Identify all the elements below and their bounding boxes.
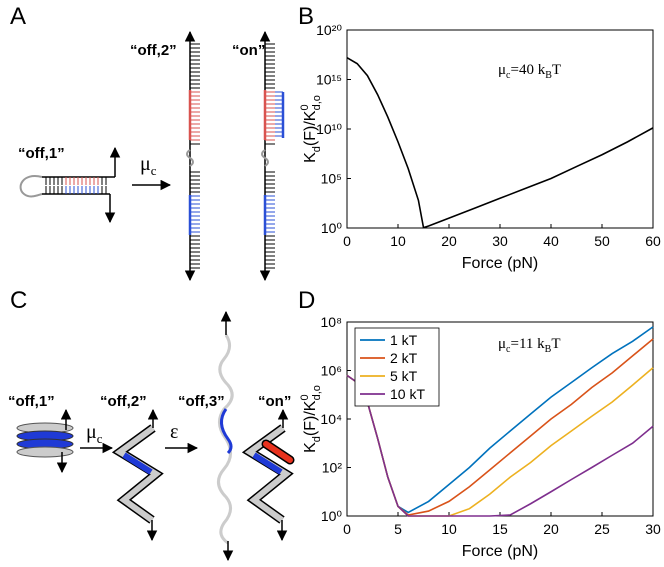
label-part: K xyxy=(302,152,319,163)
state-label: “on” xyxy=(258,393,291,410)
y-tick-label: 10⁵ xyxy=(321,171,342,187)
label-part: d,o xyxy=(311,385,323,400)
annotation-part: μ xyxy=(498,336,506,352)
label-part: d xyxy=(311,146,323,152)
annotation-part: T xyxy=(552,62,561,78)
annotation-part: μ xyxy=(498,62,506,78)
annotation-part: =11 k xyxy=(511,336,546,352)
y-tick-label: 10⁰ xyxy=(321,508,343,524)
legend-label: 5 kT xyxy=(390,368,418,384)
legend-label: 2 kT xyxy=(390,350,418,366)
arrow-label: μc xyxy=(140,153,157,178)
x-axis-label: Force (pN) xyxy=(462,543,538,560)
diagram-a: “off,1” “off,2” “on” μc xyxy=(18,30,285,282)
base-pairs xyxy=(45,177,107,194)
x-tick-label: 10 xyxy=(441,521,457,537)
legend: 1 kT 2 kT 5 kT 10 kT xyxy=(354,327,440,407)
y-tick-label: 10⁴ xyxy=(320,411,342,427)
state-label: “off,2” xyxy=(130,42,177,59)
y-axis-label: Kd(F)/K0d,o xyxy=(299,385,323,453)
annotation-part: c xyxy=(506,70,511,81)
arrow-label: μc xyxy=(86,421,103,446)
label-part: 0 xyxy=(299,394,311,400)
y-tick-label: 10⁶ xyxy=(321,363,342,379)
loop xyxy=(261,149,269,167)
zigzag xyxy=(111,408,164,542)
loop xyxy=(186,149,194,167)
label-part: (F)/K xyxy=(302,400,319,436)
y-tick-label: 10² xyxy=(322,460,343,476)
stack xyxy=(16,446,74,458)
state-label: “off,1” xyxy=(8,393,55,410)
panel-label: D xyxy=(298,287,315,314)
y-tick-label: 10⁸ xyxy=(321,314,343,330)
diagram-c: “off,1” “off,2” “off,3” “on” μc ε xyxy=(8,310,295,562)
panel-label: A xyxy=(10,3,26,30)
y-tick-label: 10¹⁰ xyxy=(316,121,342,137)
label-part: d xyxy=(311,436,323,442)
x-tick-label: 5 xyxy=(394,521,402,537)
state-label: “off,1” xyxy=(18,145,65,162)
x-tick-label: 40 xyxy=(543,233,559,249)
legend-box xyxy=(354,327,440,407)
annotation-part: c xyxy=(506,344,511,355)
x-tick-label: 20 xyxy=(441,233,457,249)
y-tick-label: 10¹⁵ xyxy=(316,72,342,88)
label-part: K xyxy=(302,442,319,453)
x-tick-label: 60 xyxy=(645,233,661,249)
y-axis-label: Kd(F)/K0d,o xyxy=(299,95,323,163)
x-tick-label: 25 xyxy=(594,521,610,537)
state-label: “off,3” xyxy=(178,393,225,410)
chart: 0 5 10 15 20 25 30 10⁰ 10² 10⁴ 10⁶ 10⁸ Force (pN) Kd(… xyxy=(299,314,661,560)
annotation-part: =40 k xyxy=(511,62,546,78)
state-label: “on” xyxy=(232,42,265,59)
x-tick-label: 30 xyxy=(645,521,661,537)
annotation-part: B xyxy=(545,70,552,81)
arrow-label: ε xyxy=(170,421,178,443)
x-tick-label: 20 xyxy=(543,521,559,537)
x-axis-label: Force (pN) xyxy=(462,255,538,272)
unfolded-chain xyxy=(217,310,234,562)
state-label: “off,2” xyxy=(100,393,147,410)
label-part: d,o xyxy=(311,95,323,110)
legend-label: 1 kT xyxy=(390,332,418,348)
x-tick-label: 50 xyxy=(594,233,610,249)
loop xyxy=(19,175,43,198)
label-part: 0 xyxy=(299,104,311,110)
y-tick-label: 10⁰ xyxy=(321,220,343,236)
panel-label: C xyxy=(10,287,27,314)
x-tick-label: 0 xyxy=(343,233,351,249)
chart: 0 10 20 30 40 50 60 10⁰ 10⁵ 10¹⁰ 10¹⁵ 10²⁰ Force (pN… xyxy=(299,22,661,272)
x-tick-label: 0 xyxy=(343,521,351,537)
x-tick-label: 30 xyxy=(492,233,508,249)
annotation: μc=40 kBT xyxy=(498,62,561,81)
zigzag xyxy=(241,408,295,542)
data-line xyxy=(346,56,654,229)
y-tick-label: 10²⁰ xyxy=(316,22,342,38)
x-tick-label: 10 xyxy=(390,233,406,249)
legend-label: 10 kT xyxy=(390,386,425,402)
label-part: (F)/K xyxy=(302,110,319,146)
data-line xyxy=(346,374,654,517)
annotation-part: T xyxy=(551,336,560,352)
annotation-part: B xyxy=(545,344,552,355)
panel-label: B xyxy=(298,3,314,30)
bases xyxy=(190,43,200,269)
bases xyxy=(265,43,283,269)
annotation: μc=11 kBT xyxy=(498,336,561,355)
x-tick-label: 15 xyxy=(492,521,508,537)
